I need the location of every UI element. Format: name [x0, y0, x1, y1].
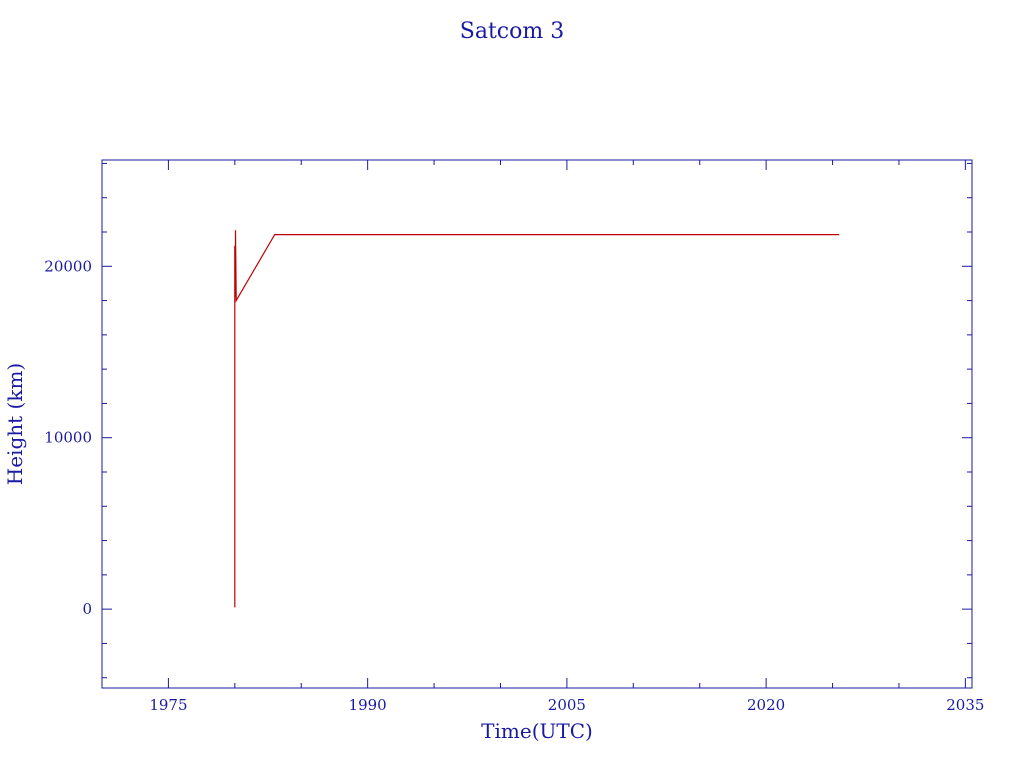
y-tick-labels: 0 10000 20000 [44, 257, 92, 618]
x-tick-labels: 1975 1990 2005 2020 2035 [149, 696, 984, 714]
y-axis-label: Height (km) [3, 363, 27, 485]
y-tick-label: 0 [82, 600, 92, 618]
series-line [234, 230, 840, 608]
x-tick-label: 1975 [149, 696, 187, 714]
x-tick-label: 2035 [946, 696, 984, 714]
series-group [234, 230, 840, 608]
x-axis-label: Time(UTC) [481, 719, 593, 743]
axis-ticks [101, 160, 972, 688]
y-tick-label: 10000 [44, 429, 92, 447]
y-tick-label: 20000 [44, 257, 92, 275]
x-tick-label: 2005 [548, 696, 586, 714]
x-tick-label: 2020 [747, 696, 785, 714]
x-tick-label: 1990 [349, 696, 387, 714]
chart-title: Satcom 3 [460, 19, 564, 44]
plot-frame [101, 159, 973, 689]
